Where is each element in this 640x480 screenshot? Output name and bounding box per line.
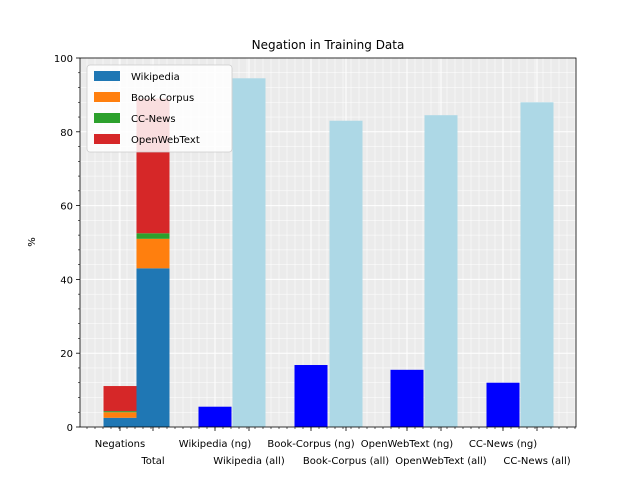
x-tick-label: OpenWebText (ng) [361, 439, 454, 450]
bar [198, 406, 232, 427]
bar [486, 382, 520, 427]
bar-segment-wikipedia [103, 417, 137, 427]
y-tick-label: 40 [60, 275, 73, 286]
legend-label: OpenWebText [131, 135, 200, 146]
axes [79, 57, 577, 428]
x-tick-label: Book-Corpus (all) [303, 456, 389, 467]
y-tick-label: 80 [60, 128, 73, 139]
y-tick-label: 20 [60, 349, 73, 360]
bar-segment-book-corpus [136, 238, 170, 269]
legend-label: Wikipedia [131, 72, 180, 83]
legend-label: CC-News [131, 114, 176, 125]
legend-swatch [94, 92, 120, 102]
bar-segment-cc-news [103, 411, 137, 413]
bar [424, 115, 458, 427]
x-tick-label: OpenWebText (all) [395, 456, 487, 467]
legend-swatch [94, 113, 120, 123]
y-tick-label: 60 [60, 202, 73, 213]
chart-title: Negation in Training Data [252, 38, 405, 52]
bar [520, 102, 554, 427]
y-tick-label: 0 [67, 423, 73, 434]
y-tick-label: 100 [54, 54, 73, 65]
x-tick-label: Total [140, 456, 164, 467]
bar-segment-openwebtext [103, 386, 137, 412]
x-tick-label: Wikipedia (ng) [179, 439, 252, 450]
x-tick-label: Book-Corpus (ng) [267, 439, 354, 450]
x-tick-label: Wikipedia (all) [213, 456, 285, 467]
bar-segment-wikipedia [136, 268, 170, 427]
x-tick-label: Negations [95, 439, 145, 450]
bar [294, 365, 328, 427]
x-ticks: Negations Total Wikipedia (ng) Wikipedia (a… [86, 427, 576, 467]
plot-frame [79, 57, 577, 428]
legend-swatch [94, 71, 120, 81]
legend-swatch [94, 134, 120, 144]
legend-label: Book Corpus [131, 93, 194, 104]
legend-box [86, 64, 233, 153]
bar [329, 120, 363, 427]
x-tick-label: CC-News (ng) [469, 439, 537, 450]
bar [390, 369, 424, 427]
x-tick-label: CC-News (all) [503, 456, 570, 467]
legend: Wikipedia Book Corpus CC-News OpenWebText [86, 64, 233, 153]
bar-segment-book-corpus [103, 412, 137, 418]
y-axis-label: % [27, 237, 38, 247]
bars [103, 78, 554, 428]
bar-segment-cc-news [136, 233, 170, 239]
bar [232, 78, 266, 428]
y-ticks: 0 20 40 60 80 100 [54, 54, 80, 434]
